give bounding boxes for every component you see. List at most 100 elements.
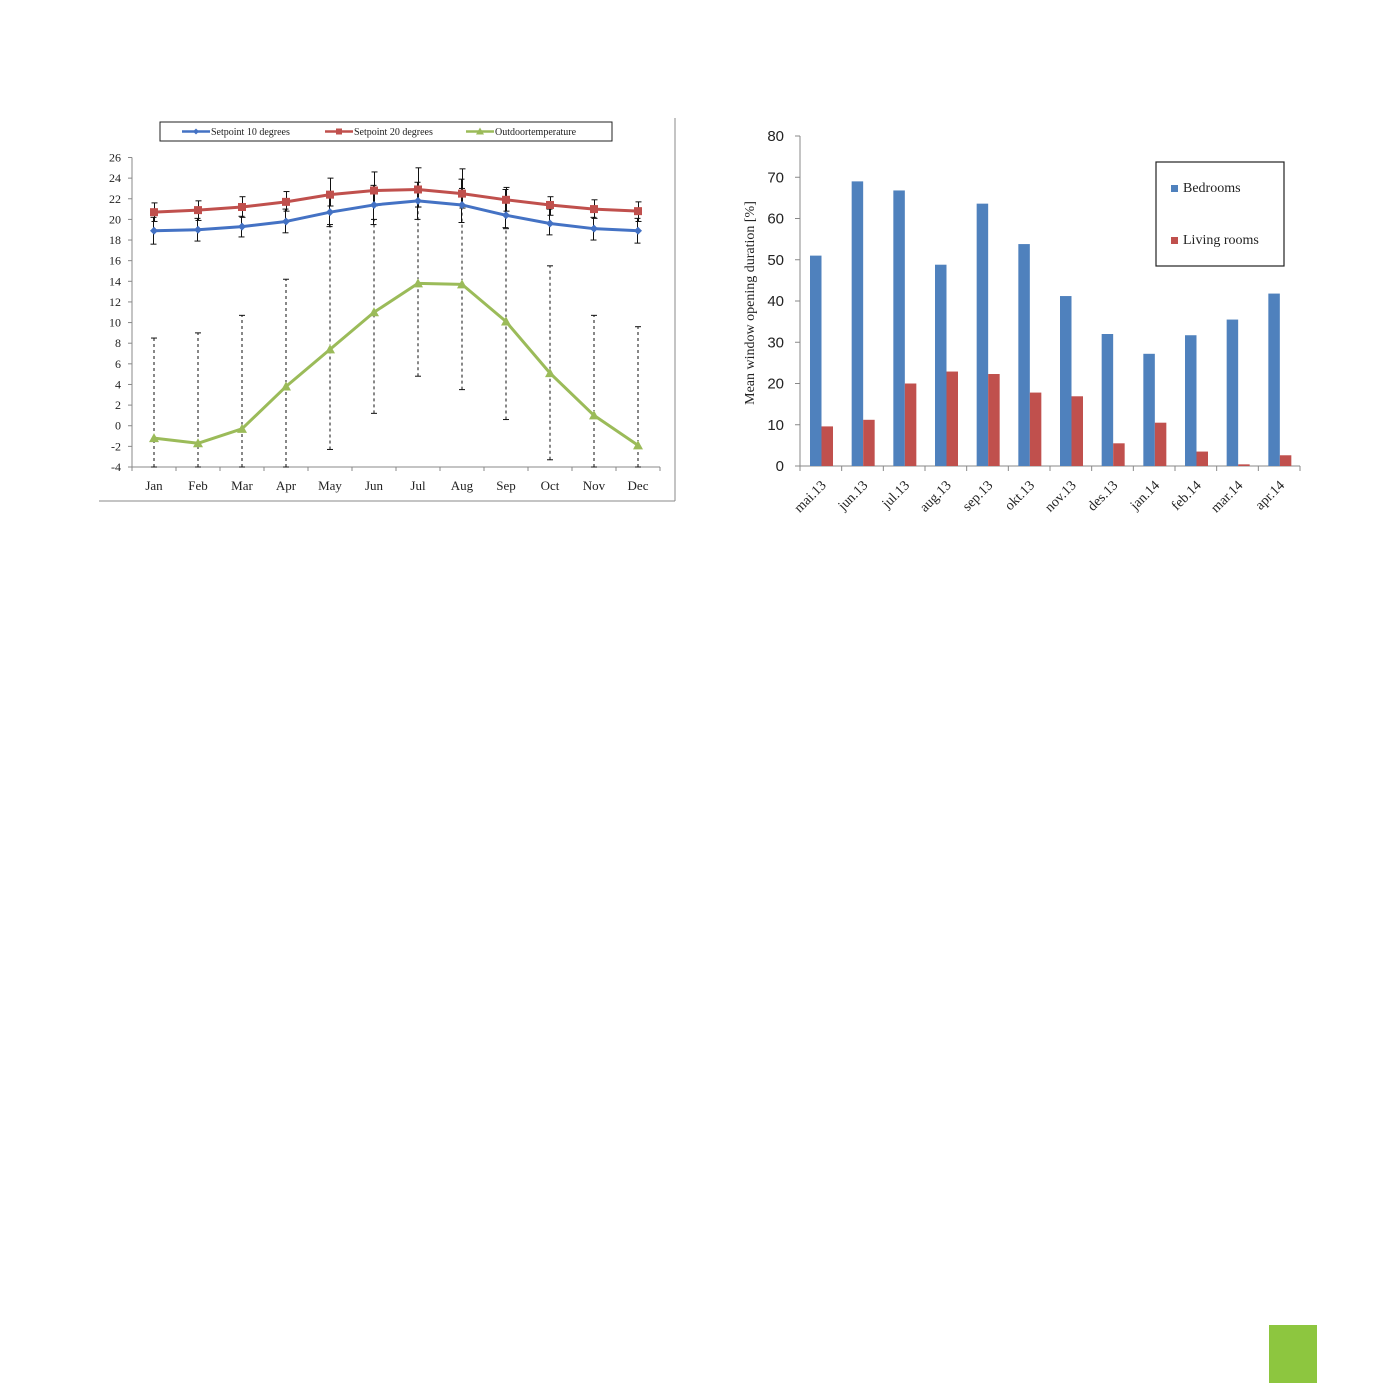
data-point [501, 316, 511, 326]
y-tick-label: 30 [767, 334, 784, 351]
data-point [281, 381, 291, 391]
legend-label: Bedrooms [1183, 181, 1241, 196]
y-tick-label: 50 [767, 252, 784, 269]
data-point [194, 225, 202, 234]
x-tick-label: Apr [276, 478, 297, 493]
y-tick-label: 0 [115, 419, 121, 433]
y-tick-label: 26 [109, 151, 121, 165]
x-tick-label: nov.13 [1042, 478, 1079, 515]
data-point [502, 211, 510, 220]
x-tick-label: jun.13 [835, 478, 871, 514]
y-tick-label: 10 [109, 316, 121, 330]
y-axis-title: Mean window opening duration [%] [743, 201, 758, 405]
y-tick-label: 4 [115, 377, 121, 391]
data-point [237, 423, 247, 433]
y-tick-label: 80 [767, 128, 784, 145]
bar [1196, 451, 1208, 466]
y-tick-label: 22 [109, 192, 121, 206]
legend-label: Setpoint 20 degrees [354, 127, 433, 138]
bar [810, 255, 822, 466]
legend-swatch [1171, 237, 1178, 244]
legend-label: Setpoint 10 degrees [211, 127, 290, 138]
legend-marker [336, 128, 342, 135]
y-tick-label: 16 [109, 254, 121, 268]
y-tick-label: 40 [767, 293, 784, 310]
x-tick-label: jan.14 [1127, 478, 1163, 514]
bar [1238, 464, 1250, 466]
y-tick-label: 12 [109, 295, 121, 309]
data-point [589, 410, 599, 420]
data-point [193, 438, 203, 448]
bar [1029, 392, 1042, 466]
bar [904, 383, 917, 466]
y-tick-label: -2 [111, 439, 121, 453]
data-point [194, 206, 202, 215]
y-tick-label: 0 [776, 458, 784, 475]
legend-swatch [1171, 185, 1178, 192]
data-point [502, 195, 510, 204]
x-tick-label: May [318, 478, 342, 493]
x-tick-label: jul.13 [879, 478, 913, 512]
legend-marker [476, 127, 484, 135]
x-tick-label: Sep [496, 478, 516, 493]
y-tick-label: 18 [109, 233, 121, 247]
data-point [369, 307, 379, 317]
x-tick-label: Jan [145, 478, 163, 493]
y-tick-label: 20 [767, 376, 784, 393]
bar [821, 426, 833, 466]
x-tick-label: mar.14 [1208, 478, 1246, 516]
data-point [238, 203, 246, 212]
data-point [370, 186, 378, 195]
bar [988, 374, 1000, 466]
accent-block [1269, 1325, 1317, 1383]
x-tick-label: Oct [541, 478, 560, 493]
data-point [282, 217, 290, 226]
bar [1154, 422, 1167, 466]
data-point [458, 189, 466, 198]
data-point [634, 207, 642, 216]
y-tick-label: 6 [115, 357, 121, 371]
data-point [633, 440, 643, 450]
x-tick-label: apr.14 [1253, 478, 1288, 513]
bar [1268, 293, 1280, 466]
data-point [326, 190, 334, 199]
bar [851, 181, 864, 466]
data-point [457, 279, 467, 289]
data-point [413, 278, 423, 288]
y-tick-label: 14 [109, 274, 121, 288]
y-tick-label: 10 [767, 417, 784, 434]
x-tick-label: feb.14 [1169, 478, 1205, 514]
legend-label: Living rooms [1183, 233, 1259, 248]
y-tick-label: 8 [115, 336, 121, 350]
y-tick-label: -4 [111, 460, 121, 474]
bar [1060, 296, 1072, 466]
bar [1101, 334, 1114, 466]
bar [1279, 455, 1292, 466]
bar [1071, 396, 1083, 466]
bar [1143, 353, 1155, 466]
data-point [634, 226, 642, 235]
x-tick-label: Aug [451, 478, 474, 493]
x-tick-label: mai.13 [792, 478, 830, 516]
bar [976, 203, 989, 466]
data-point [590, 205, 598, 214]
data-point [458, 200, 466, 209]
data-point [546, 200, 554, 209]
data-point [414, 185, 422, 194]
bar [1185, 335, 1197, 466]
legend-marker [193, 128, 199, 135]
legend-box [1155, 161, 1285, 267]
x-tick-label: Feb [188, 478, 208, 493]
data-point [149, 433, 159, 443]
legend-box [159, 121, 613, 142]
x-tick-label: des.13 [1085, 478, 1121, 514]
bar [946, 371, 958, 466]
data-point [282, 197, 290, 206]
data-point [370, 200, 378, 209]
bar [935, 264, 947, 466]
data-point [326, 208, 334, 217]
y-tick-label: 60 [767, 211, 784, 228]
data-point [414, 196, 422, 205]
x-tick-label: Dec [628, 478, 649, 493]
